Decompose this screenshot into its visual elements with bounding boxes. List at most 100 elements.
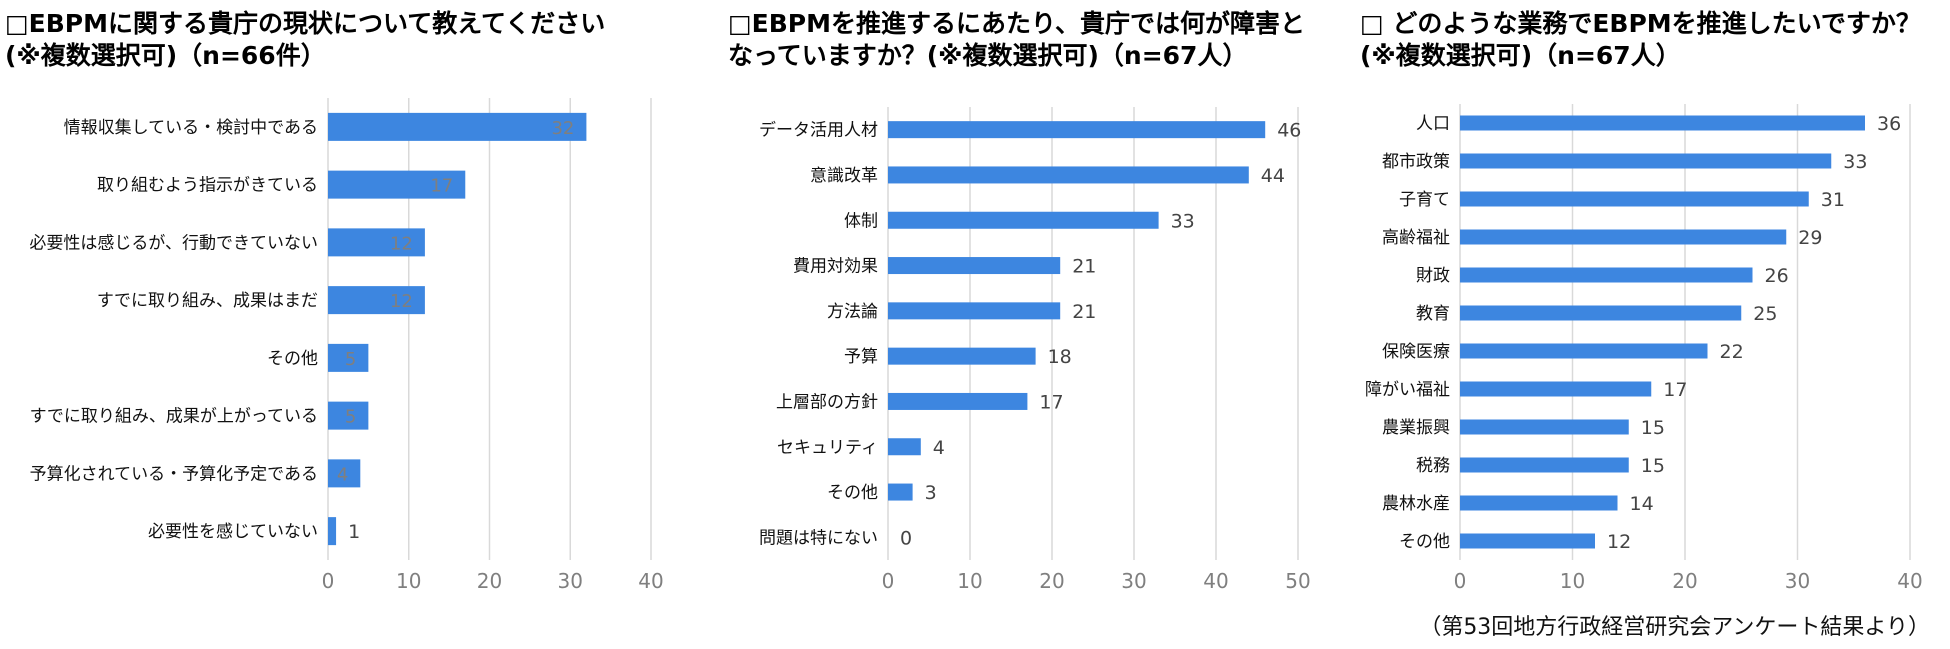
data-label: 32 bbox=[551, 118, 574, 139]
x-tick-label: 30 bbox=[1785, 569, 1810, 593]
bar bbox=[888, 166, 1249, 184]
category-label: 費用対効果 bbox=[793, 257, 878, 277]
x-tick-label: 30 bbox=[1121, 569, 1146, 593]
category-label: 都市政策 bbox=[1382, 152, 1450, 172]
bar bbox=[1460, 191, 1809, 207]
bar bbox=[1460, 305, 1742, 321]
data-label: 17 bbox=[430, 176, 453, 197]
category-label: 取り組むよう指示がきている bbox=[97, 176, 318, 196]
category-label: 子育て bbox=[1399, 190, 1450, 210]
chart-title: □EBPMに関する貴庁の現状について教えてください (※複数選択可)（n=66件… bbox=[5, 8, 605, 72]
data-label: 33 bbox=[1171, 210, 1195, 232]
data-label: 44 bbox=[1261, 165, 1285, 187]
data-label: 12 bbox=[390, 233, 413, 254]
data-label: 26 bbox=[1765, 265, 1789, 287]
x-tick-label: 0 bbox=[322, 569, 335, 593]
bar bbox=[328, 517, 337, 546]
category-label: その他 bbox=[827, 483, 878, 503]
x-tick-label: 30 bbox=[558, 569, 583, 593]
bar bbox=[888, 211, 1159, 229]
bar bbox=[328, 112, 587, 141]
data-label: 18 bbox=[1048, 346, 1072, 368]
bar bbox=[1460, 343, 1708, 359]
category-label: 税務 bbox=[1416, 456, 1450, 476]
category-label: その他 bbox=[267, 349, 318, 369]
data-label: 4 bbox=[337, 464, 348, 485]
bar-chart-obstacles: 0 10 20 30 40 50 データ活用人材 46 意識改革 44 体制 33 費用対効果 21 方法論… bbox=[759, 107, 1311, 593]
bar bbox=[888, 483, 913, 501]
data-label: 1 bbox=[348, 521, 360, 543]
category-label: 問題は特にない bbox=[759, 528, 878, 548]
category-label: 情報収集している・検討中である bbox=[64, 118, 318, 138]
bar-chart-target-work: 0 10 20 30 40 人口 36 都市政策 33 子育て 31 高齢福祉 29 財政 26 教育 25 保険… bbox=[1365, 104, 1923, 593]
category-label: 農林水産 bbox=[1382, 494, 1450, 514]
x-tick-label: 0 bbox=[882, 569, 895, 593]
category-label: 予算 bbox=[844, 347, 878, 367]
x-tick-label: 0 bbox=[1454, 569, 1467, 593]
category-label: 人口 bbox=[1416, 114, 1450, 134]
category-label: 体制 bbox=[844, 211, 878, 231]
chart-title-line-2: なっていますか？(※複数選択可)（n=67人） bbox=[728, 41, 1248, 70]
chart-title-line-1: □EBPMに関する貴庁の現状について教えてください bbox=[5, 9, 606, 38]
data-label: 21 bbox=[1072, 301, 1096, 323]
bar bbox=[1460, 419, 1629, 435]
chart-title-line-1: □EBPMを推進するにあたり、貴庁では何が障害と bbox=[728, 9, 1305, 38]
x-tick-label: 20 bbox=[1039, 569, 1064, 593]
x-tick-label: 10 bbox=[957, 569, 982, 593]
bar bbox=[328, 343, 369, 372]
chart-title-line-2: (※複数選択可)（n=66件） bbox=[5, 41, 326, 70]
bar bbox=[1460, 229, 1787, 245]
category-label: 上層部の方針 bbox=[776, 392, 878, 412]
bar-chart-current-status: 0 10 20 30 40 情報収集している・検討中である 32 取り組むよう指示がきている 1… bbox=[29, 98, 664, 593]
data-label: 15 bbox=[1641, 455, 1665, 477]
data-label: 15 bbox=[1641, 417, 1665, 439]
bar bbox=[328, 170, 466, 199]
category-label: セキュリティ bbox=[777, 438, 878, 458]
x-tick-label: 20 bbox=[1672, 569, 1697, 593]
chart-panel-target-work: □ どのような業務でEBPMを推進したいですか？ (※複数選択可)（n=67人）… bbox=[1360, 0, 1950, 649]
chart-panel-obstacles: □EBPMを推進するにあたり、貴庁では何が障害と なっていますか？(※複数選択可… bbox=[728, 0, 1328, 649]
x-tick-label: 40 bbox=[1897, 569, 1922, 593]
data-label: 0 bbox=[900, 527, 912, 549]
category-label: 意識改革 bbox=[810, 166, 878, 186]
data-label: 14 bbox=[1630, 493, 1654, 515]
x-tick-label: 40 bbox=[638, 569, 663, 593]
bar bbox=[888, 257, 1061, 275]
x-tick-label: 10 bbox=[1560, 569, 1585, 593]
chart-title: □EBPMを推進するにあたり、貴庁では何が障害と なっていますか？(※複数選択可… bbox=[728, 8, 1305, 72]
bar bbox=[1460, 115, 1865, 131]
bar bbox=[888, 121, 1266, 139]
data-label: 5 bbox=[345, 349, 356, 370]
category-label: 高齢福祉 bbox=[1382, 228, 1450, 248]
bar bbox=[888, 302, 1061, 320]
chart-panel-current-status: □EBPMに関する貴庁の現状について教えてください (※複数選択可)（n=66件… bbox=[5, 0, 664, 649]
bar bbox=[1460, 267, 1753, 283]
bar bbox=[328, 286, 425, 315]
data-label: 29 bbox=[1798, 227, 1822, 249]
chart-title: □ どのような業務でEBPMを推進したいですか？ (※複数選択可)（n=67人） bbox=[1360, 8, 1921, 72]
x-tick-label: 10 bbox=[396, 569, 421, 593]
data-label: 5 bbox=[345, 407, 356, 428]
data-label: 33 bbox=[1843, 151, 1867, 173]
bar bbox=[1460, 495, 1618, 511]
category-label: 農業振興 bbox=[1382, 418, 1450, 438]
category-label: 方法論 bbox=[827, 302, 878, 322]
bar bbox=[328, 228, 425, 257]
data-label: 12 bbox=[1607, 531, 1631, 553]
bar bbox=[1460, 457, 1629, 473]
category-label: 予算化されている・予算化予定である bbox=[30, 464, 318, 484]
data-label: 36 bbox=[1877, 113, 1901, 135]
x-tick-label: 50 bbox=[1285, 569, 1310, 593]
data-label: 31 bbox=[1821, 189, 1845, 211]
data-label: 46 bbox=[1277, 120, 1301, 142]
category-label: 財政 bbox=[1416, 266, 1450, 286]
category-label: 必要性を感じていない bbox=[148, 522, 318, 542]
data-label: 12 bbox=[390, 291, 413, 312]
bar bbox=[888, 347, 1036, 365]
x-tick-label: 40 bbox=[1203, 569, 1228, 593]
category-label: 障がい福祉 bbox=[1365, 380, 1450, 400]
chart-title-line-2: (※複数選択可)（n=67人） bbox=[1360, 41, 1681, 70]
chart-title-line-1: □ どのような業務でEBPMを推進したいですか？ bbox=[1360, 9, 1921, 38]
bar bbox=[1460, 533, 1595, 549]
category-label: データ活用人材 bbox=[759, 120, 878, 141]
